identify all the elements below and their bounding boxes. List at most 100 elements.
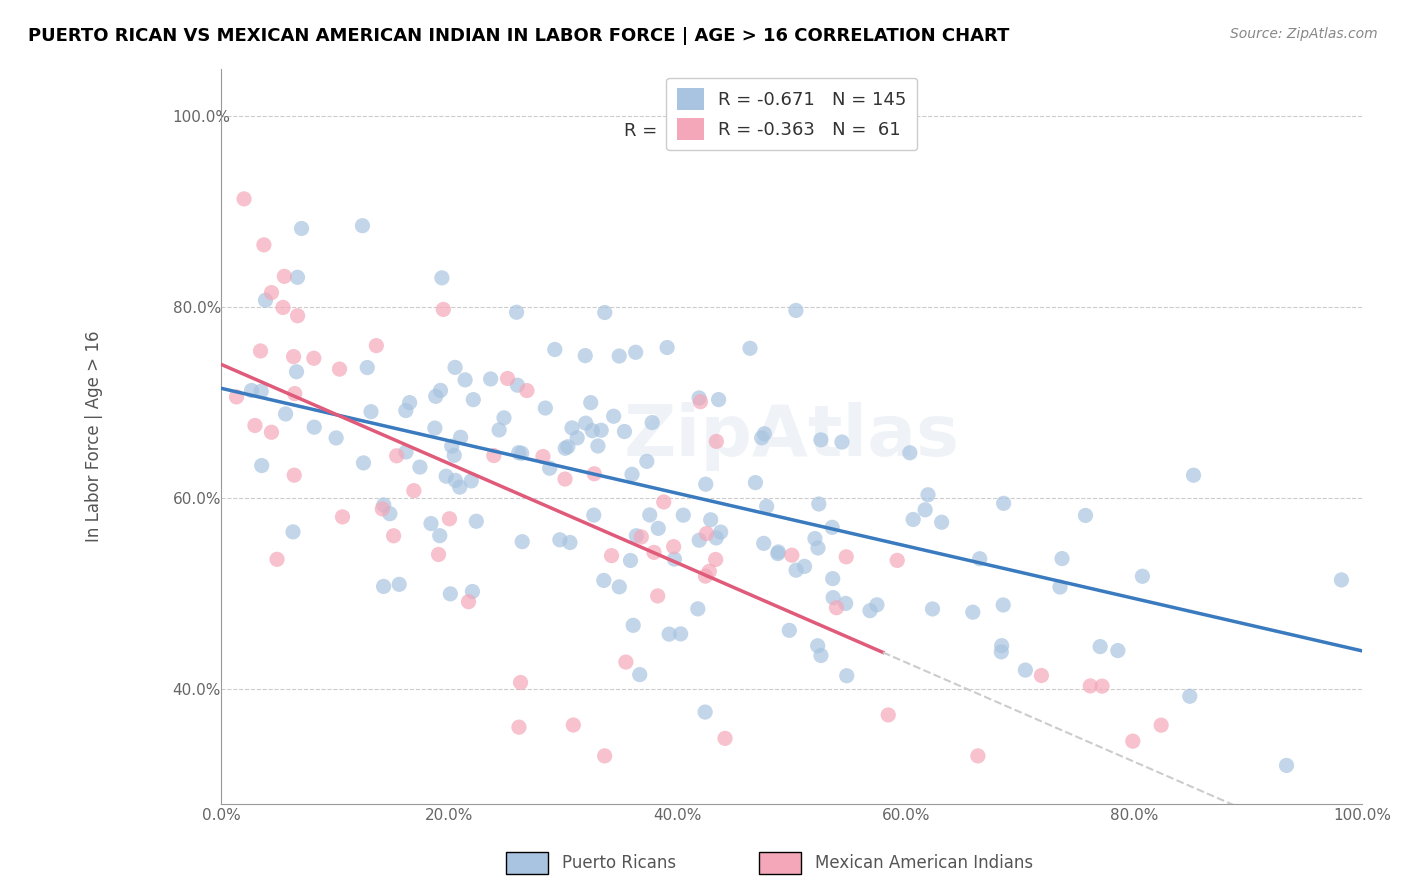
- Point: [482, 449, 505, 463]
- Point: [807, 497, 830, 511]
- Point: [378, 507, 401, 521]
- Point: [554, 472, 576, 486]
- Point: [273, 269, 295, 284]
- Point: [1088, 640, 1111, 654]
- Text: Puerto Ricans: Puerto Ricans: [562, 855, 676, 872]
- Point: [1091, 679, 1114, 693]
- Point: [253, 238, 276, 252]
- Point: [630, 530, 652, 544]
- Point: [425, 389, 447, 403]
- Point: [967, 748, 990, 763]
- Point: [465, 514, 488, 528]
- Point: [287, 270, 309, 285]
- Point: [672, 508, 695, 523]
- Point: [921, 602, 943, 616]
- Point: [886, 553, 908, 567]
- Point: [804, 532, 827, 546]
- Point: [1178, 690, 1201, 704]
- Point: [373, 498, 395, 512]
- Point: [558, 535, 581, 549]
- Point: [283, 350, 305, 364]
- Point: [859, 604, 882, 618]
- Point: [652, 495, 675, 509]
- Point: [388, 577, 411, 591]
- Point: [360, 405, 382, 419]
- Point: [583, 467, 606, 481]
- Point: [621, 618, 644, 632]
- Point: [1031, 668, 1053, 682]
- Point: [516, 384, 538, 398]
- Point: [579, 395, 602, 409]
- Point: [398, 395, 420, 409]
- Point: [444, 360, 467, 375]
- Point: [823, 591, 845, 605]
- Point: [602, 409, 624, 424]
- Point: [290, 221, 312, 235]
- Point: [581, 424, 603, 438]
- Point: [271, 301, 294, 315]
- Point: [423, 421, 446, 435]
- Point: [561, 421, 583, 435]
- Point: [285, 365, 308, 379]
- Point: [628, 667, 651, 681]
- Point: [1050, 551, 1073, 566]
- Point: [591, 423, 613, 437]
- Point: [302, 351, 325, 366]
- Point: [706, 434, 728, 449]
- Point: [449, 480, 471, 494]
- Point: [621, 467, 644, 482]
- Point: [509, 675, 531, 690]
- Point: [266, 552, 288, 566]
- Point: [249, 343, 271, 358]
- Point: [898, 446, 921, 460]
- Point: [283, 468, 305, 483]
- Point: [548, 533, 571, 547]
- Point: [643, 545, 665, 559]
- Point: [460, 474, 482, 488]
- Point: [707, 392, 730, 407]
- Point: [793, 559, 815, 574]
- Point: [440, 439, 463, 453]
- Point: [714, 731, 737, 746]
- Point: [766, 547, 789, 561]
- Point: [689, 394, 711, 409]
- Point: [461, 584, 484, 599]
- Point: [250, 384, 273, 399]
- Point: [443, 448, 465, 462]
- Point: [233, 192, 256, 206]
- Point: [655, 341, 678, 355]
- Point: [506, 378, 529, 392]
- Point: [778, 624, 800, 638]
- Point: [385, 449, 408, 463]
- Point: [658, 627, 681, 641]
- Point: [554, 442, 576, 456]
- Point: [600, 549, 623, 563]
- Point: [688, 391, 710, 405]
- Point: [962, 605, 984, 619]
- Point: [284, 386, 307, 401]
- Point: [395, 403, 418, 417]
- Point: [240, 384, 263, 398]
- Point: [434, 469, 457, 483]
- Point: [638, 508, 661, 522]
- Point: [505, 305, 527, 319]
- Point: [302, 420, 325, 434]
- Point: [356, 360, 378, 375]
- Point: [575, 416, 598, 430]
- Point: [332, 509, 354, 524]
- Point: [626, 529, 648, 543]
- Point: [699, 513, 721, 527]
- Point: [430, 270, 453, 285]
- Point: [254, 293, 277, 308]
- Point: [444, 474, 467, 488]
- Text: R =: R =: [624, 122, 658, 140]
- Point: [755, 500, 778, 514]
- Point: [562, 718, 585, 732]
- Point: [696, 526, 718, 541]
- Point: [260, 285, 283, 300]
- Point: [439, 587, 461, 601]
- Point: [454, 373, 477, 387]
- Point: [614, 655, 637, 669]
- Point: [457, 595, 479, 609]
- Point: [835, 549, 858, 564]
